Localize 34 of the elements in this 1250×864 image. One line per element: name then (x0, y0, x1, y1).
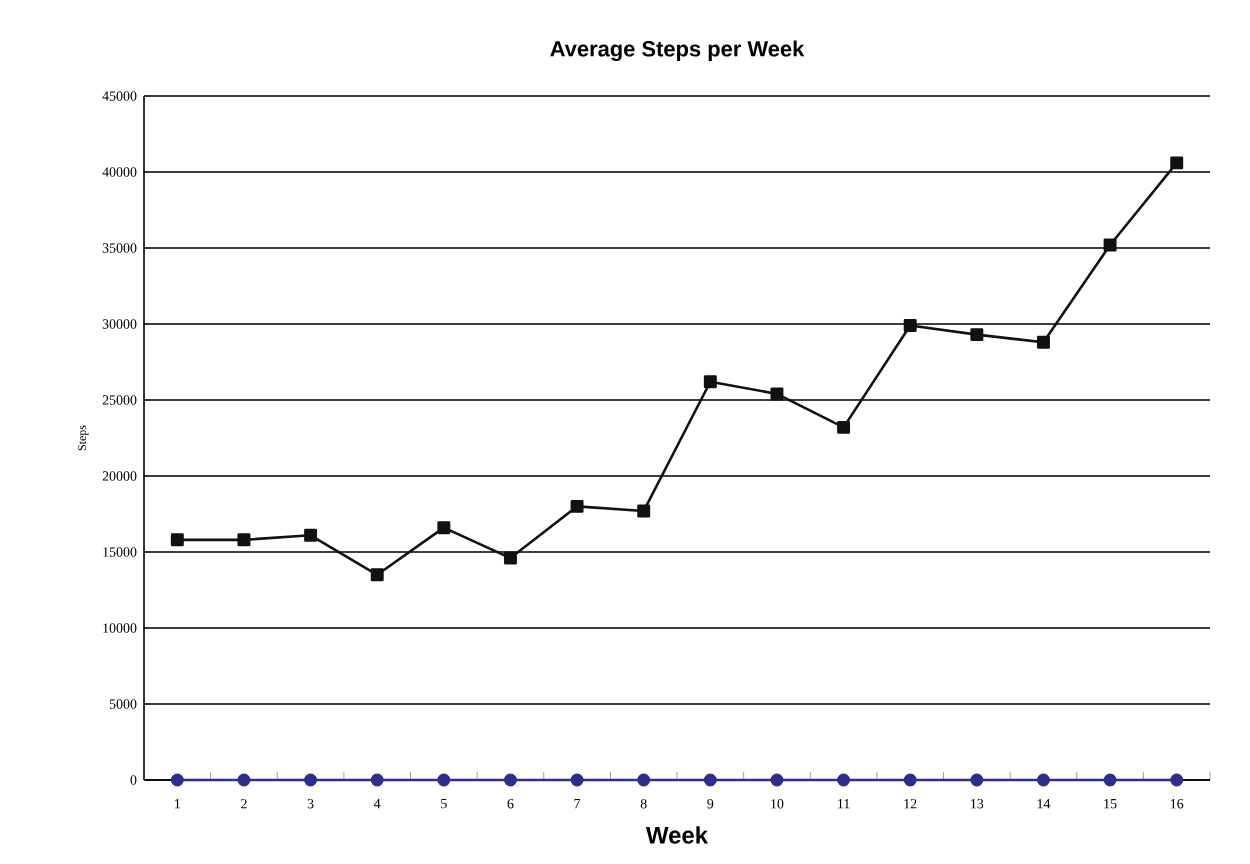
point (304, 528, 318, 542)
point (570, 773, 584, 787)
chart-title: Average Steps per Week (550, 40, 805, 62)
point (1170, 773, 1184, 787)
point (637, 504, 651, 518)
point (1103, 238, 1117, 252)
point (1036, 773, 1050, 787)
point (703, 773, 717, 787)
point (570, 499, 584, 513)
point (170, 533, 184, 547)
point (637, 773, 651, 787)
point (770, 773, 784, 787)
point (304, 773, 318, 787)
point (370, 773, 384, 787)
point (1036, 335, 1050, 349)
point (770, 387, 784, 401)
x-axis-title: Week (646, 826, 709, 844)
point (370, 568, 384, 582)
point (170, 773, 184, 787)
point (437, 773, 451, 787)
point (703, 375, 717, 389)
point (970, 328, 984, 342)
point (970, 773, 984, 787)
point (903, 773, 917, 787)
point (503, 773, 517, 787)
point (503, 551, 517, 565)
point (1170, 156, 1184, 170)
point (903, 319, 917, 332)
point (437, 521, 451, 535)
point (237, 533, 251, 547)
point (837, 773, 851, 787)
point (837, 420, 851, 434)
point (1103, 773, 1117, 787)
point (237, 773, 251, 787)
